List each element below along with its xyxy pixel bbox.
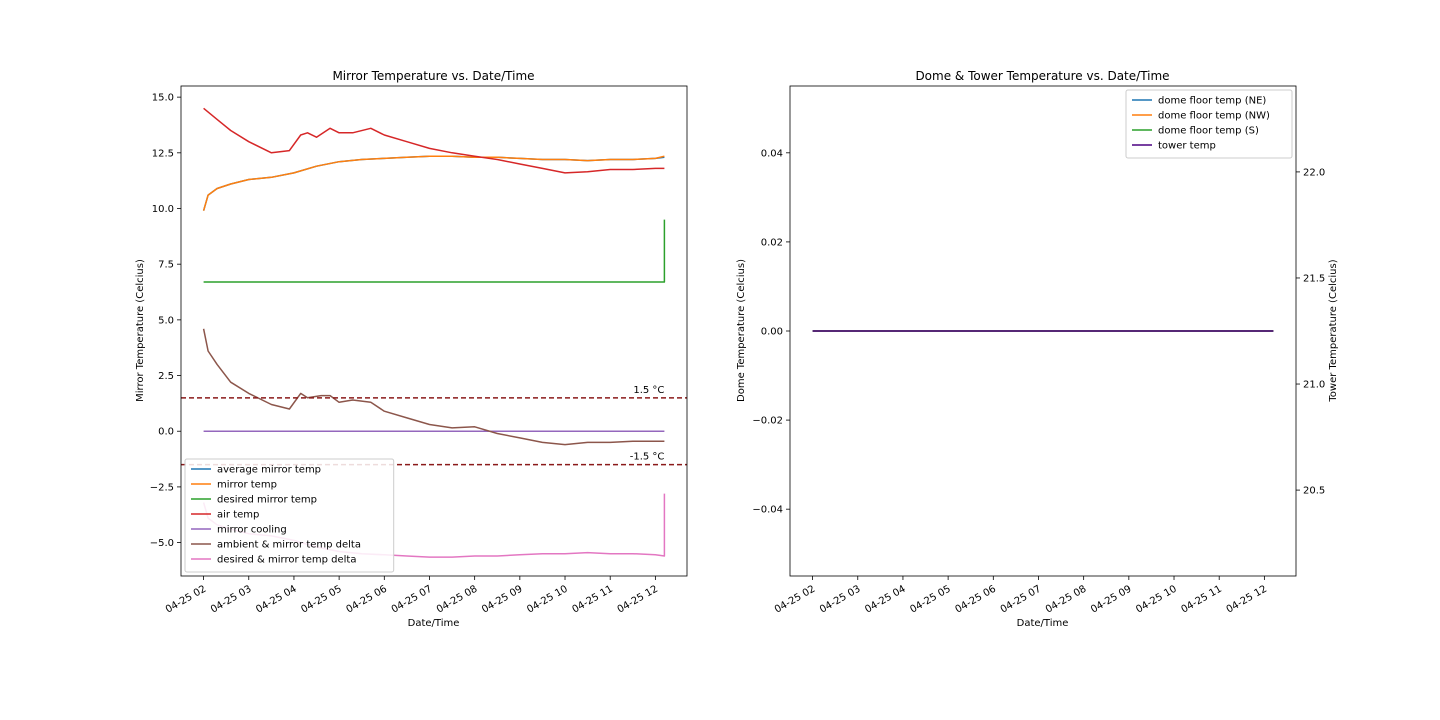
legend-entry: dome floor temp (NW) <box>1158 111 1270 122</box>
legend-box <box>184 458 395 573</box>
y2-tick-label: 21.0 <box>1303 380 1325 391</box>
series-line-mirror-temp <box>202 155 665 211</box>
legend-entry: ambient & mirror temp delta <box>217 540 361 551</box>
y2-tick-label: 20.5 <box>1303 486 1325 497</box>
left-x-axis-title: Date/Time <box>408 618 460 629</box>
y-tick-label: 12.5 <box>152 148 174 159</box>
threshold-label: -1.5 °C <box>630 452 665 463</box>
y2-tick-label: 22.0 <box>1303 167 1325 178</box>
legend-entry: desired & mirror temp delta <box>217 555 356 566</box>
legend-entry: mirror cooling <box>217 525 287 536</box>
y-tick-label: 15.0 <box>152 93 174 104</box>
legend: average mirror temp mirror temp desired mi… <box>184 458 395 573</box>
series-line-air-temp <box>203 107 665 174</box>
y-tick-label: 5.0 <box>158 315 174 326</box>
y2-tick-label: 21.5 <box>1303 273 1325 284</box>
plot-frame <box>789 85 1297 577</box>
right-y2-axis-title: Tower Temperature (Celcius) <box>1328 259 1339 402</box>
legend-entry: tower temp <box>1158 141 1216 152</box>
y-tick-label: −0.02 <box>752 416 783 427</box>
legend-entry: desired mirror temp <box>217 495 317 506</box>
series-line-desired-mirror-temp <box>203 219 666 283</box>
legend-entry: dome floor temp (NE) <box>1158 96 1266 107</box>
y-tick-label: 7.5 <box>158 260 174 271</box>
legend: dome floor temp (NE) dome floor temp (NW)… <box>1125 89 1293 159</box>
y-tick-label: 2.5 <box>158 371 174 382</box>
right-chart-title: Dome & Tower Temperature vs. Date/Time <box>915 69 1169 83</box>
legend-box <box>1125 89 1293 159</box>
left-chart-title: Mirror Temperature vs. Date/Time <box>332 69 534 83</box>
series-line-ambient-mirror-temp-delta <box>202 328 665 446</box>
left-y-axis-title: Mirror Temperature (Celcius) <box>135 259 146 402</box>
legend-entry: dome floor temp (S) <box>1158 126 1259 137</box>
right-y-axis-title: Dome Temperature (Celcius) <box>736 259 747 402</box>
legend-entry: mirror temp <box>217 480 277 491</box>
y-tick-label: −5.0 <box>150 538 174 549</box>
y-tick-label: −2.5 <box>150 482 174 493</box>
y-tick-label: −0.04 <box>752 505 783 516</box>
legend-entry: air temp <box>217 510 259 521</box>
y-tick-label: 0.00 <box>761 327 783 338</box>
y-tick-label: 0.02 <box>761 237 783 248</box>
plot-frame <box>180 85 688 577</box>
y-tick-label: 0.04 <box>761 148 783 159</box>
threshold-label: 1.5 °C <box>633 385 664 396</box>
right-x-axis-title: Date/Time <box>1017 618 1069 629</box>
y-tick-label: 0.0 <box>158 427 174 438</box>
legend-entry: average mirror temp <box>217 465 321 476</box>
y-tick-label: 10.0 <box>152 204 174 215</box>
